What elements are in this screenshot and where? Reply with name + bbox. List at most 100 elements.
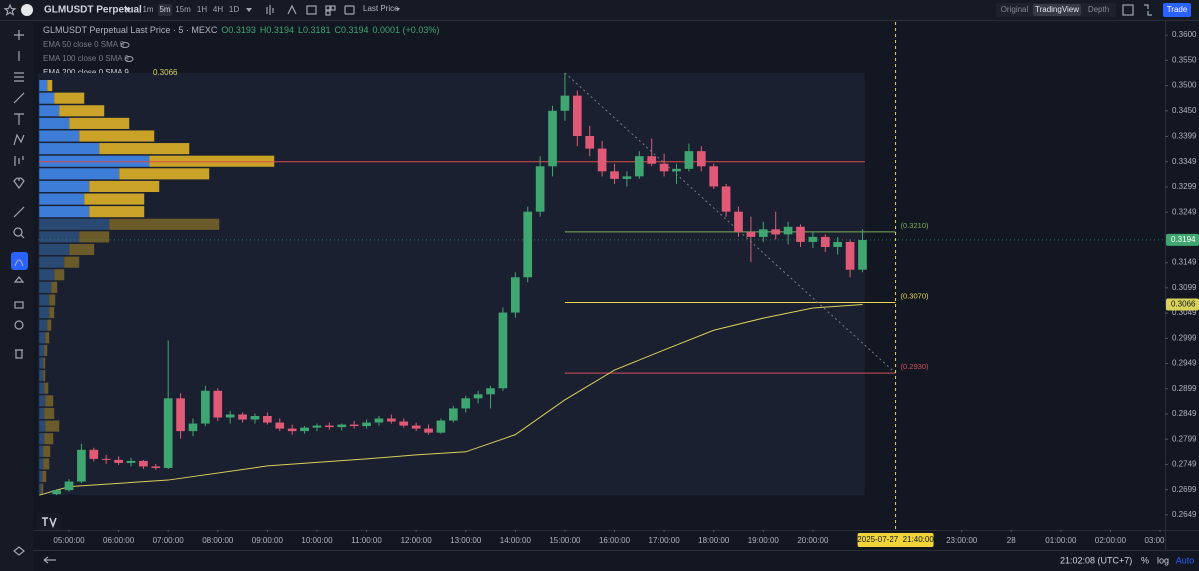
candle-body [510, 277, 520, 313]
profile-sell [43, 370, 46, 382]
y-tick-label: 0.3600 [1172, 30, 1197, 39]
candle-body [820, 236, 830, 247]
interval[interactable]: 1D [229, 5, 239, 14]
drawing-tools[interactable] [13, 30, 25, 556]
scale-option[interactable]: log [1157, 555, 1169, 565]
interval[interactable]: 1m [142, 5, 153, 14]
price-type[interactable]: Last Price [363, 4, 399, 13]
view-tab[interactable]: TradingView [1035, 5, 1079, 14]
profile-buy [39, 420, 46, 432]
trade-label[interactable]: Trade [1167, 5, 1188, 14]
profile-buy [39, 117, 70, 129]
ohlc-value: 0.0001 (+0.03%) [373, 25, 440, 35]
profile-sell [43, 458, 50, 470]
candle-body [548, 110, 557, 167]
candle-body [176, 398, 185, 432]
scale-option[interactable]: Auto [1176, 555, 1195, 565]
profile-sell [99, 143, 190, 155]
left-toolbar [0, 20, 33, 571]
profile-buy [39, 80, 48, 92]
logo-box [37, 513, 62, 530]
y-tick-label: 0.3299 [1172, 182, 1197, 191]
trade-button[interactable] [1163, 3, 1191, 17]
interval[interactable]: 1H [197, 5, 207, 14]
candle-body [213, 390, 223, 418]
x-tick-label: 23:00:00 [946, 536, 978, 545]
candle-body [238, 414, 247, 420]
candle-body [64, 481, 74, 491]
candle-body [523, 211, 533, 278]
eye-icon[interactable] [124, 56, 134, 62]
ema-tag-label: 0.3066 [1171, 300, 1196, 309]
interval[interactable]: 5m [159, 5, 170, 14]
y-tick-label: 0.2749 [1172, 460, 1197, 469]
level-label: (0.3070) [901, 291, 929, 300]
candle-body [672, 168, 681, 172]
profile-buy [39, 344, 45, 356]
x-tick-label: 28 [1007, 536, 1016, 545]
time-axis: 05:00:00 06:00:00 07:00:00 08:00:00 09:00:00… [53, 530, 1165, 545]
level-label: (0.2930) [901, 362, 929, 371]
candle-body [436, 420, 446, 433]
x-tick-label: 06:00:00 [103, 536, 135, 545]
profile-buy [39, 130, 80, 142]
y-tick-label: 0.3450 [1172, 106, 1197, 115]
profile-buy [39, 269, 55, 281]
profile-sell [44, 433, 54, 445]
eye-icon[interactable] [120, 42, 130, 48]
candle-body [89, 449, 99, 459]
dropdown-icon[interactable] [396, 8, 400, 11]
candle-body [275, 422, 285, 429]
view-tab[interactable]: Depth [1088, 5, 1109, 14]
view-active[interactable] [1033, 4, 1081, 16]
y-tick-label: 0.3550 [1172, 55, 1197, 64]
candle-body [139, 460, 148, 467]
candle-body [151, 466, 161, 468]
profile-buy [39, 433, 45, 445]
profile-sell [79, 130, 155, 142]
profile-buy [39, 143, 100, 155]
y-tick-label: 0.2899 [1172, 384, 1197, 393]
profile-sell [149, 155, 275, 167]
candle-body [362, 422, 371, 427]
profile-sell [44, 344, 48, 356]
x-tick-label: 11:00:00 [351, 536, 382, 545]
x-tick-label: 17:00:00 [649, 536, 681, 545]
candle-body [263, 415, 272, 423]
x-tick-label: 01:00:00 [1045, 536, 1077, 545]
profile-sell [89, 206, 145, 218]
favorite-icon[interactable] [3, 3, 17, 16]
dropdown-icon[interactable] [125, 8, 131, 12]
ohlc-value: L0.3181 [298, 25, 331, 35]
interval-active[interactable] [158, 4, 172, 16]
profile-box [38, 72, 865, 496]
profile-buy [39, 407, 45, 420]
active-tool[interactable] [11, 252, 28, 270]
x-tick-label: 14:00:00 [500, 536, 532, 545]
price-tag-label: 0.3194 [1171, 235, 1196, 244]
interval[interactable]: 15m [175, 5, 191, 14]
legend-title: GLMUSDT Perpetual Last Price · 5 · MEXC O… [43, 25, 439, 35]
legend-title-text: GLMUSDT Perpetual Last Price · 5 · MEXC [43, 25, 218, 35]
ohlc-group: O0.3193 H0.3194 L0.3181 C0.3194 0.0001 (+0.0… [221, 25, 439, 35]
dropdown-icon[interactable] [246, 8, 252, 12]
interval[interactable]: 4H [213, 5, 223, 14]
profile-sell [43, 357, 46, 369]
profile-buy [39, 445, 44, 457]
back-icon[interactable] [43, 556, 56, 564]
symbol[interactable]: GLMUSDT Perpetual [44, 5, 142, 16]
x-tick-label: 12:00:00 [401, 536, 433, 545]
profile-sell [59, 105, 105, 117]
profile-buy [39, 370, 44, 382]
profile-buy [39, 243, 70, 256]
x-tick-label: 05:00:00 [53, 536, 85, 545]
view-tab[interactable]: Original [1001, 5, 1029, 14]
profile-sell [54, 269, 65, 281]
toolbar-icons[interactable] [266, 4, 1152, 16]
scale-option[interactable]: % [1141, 555, 1149, 565]
candle-body [461, 398, 471, 409]
candle-body [535, 166, 545, 212]
candle-body [114, 459, 123, 463]
